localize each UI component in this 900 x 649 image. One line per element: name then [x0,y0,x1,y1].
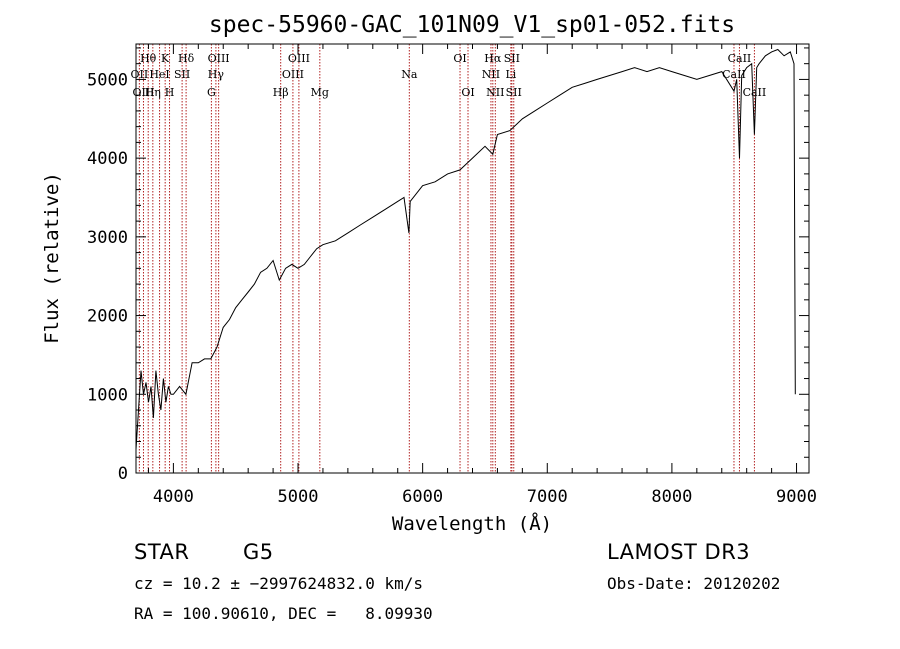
object-type: STAR [134,540,190,564]
y-tick-label: 1000 [87,385,128,405]
spectral-subclass: G5 [243,540,274,564]
line-label-2: OIII [132,86,154,99]
spectrum-chart: spec-55960-GAC_101N09_V1_sp01-052.fits H… [41,12,817,535]
spectrum-line [135,48,796,450]
line-label-14: Hβ [273,86,289,99]
line-label-0: Hθ [140,52,157,65]
obs-date: Obs-Date: 20120202 [607,574,781,593]
y-tick-label: 3000 [87,228,128,248]
line-label-13: OIII [282,68,304,81]
y-tick-label: 5000 [87,70,128,90]
line-label-8: Hδ [178,52,195,65]
line-label-15: Mg [311,86,329,99]
line-label-1: OII [131,68,149,81]
line-label-25: CaII [728,52,752,65]
line-label-12: OIII [288,52,310,65]
survey-name: LAMOST DR3 [607,540,751,564]
line-label-21: NII [482,68,500,81]
chart-title: spec-55960-GAC_101N09_V1_sp01-052.fits [209,12,735,38]
x-tick-label: 5000 [278,487,319,507]
line-label-9: OIII [208,52,230,65]
line-label-24: SII [506,86,522,99]
line-label-20: SII [504,52,520,65]
line-label-11: G [207,86,216,99]
line-label-3: K [161,52,170,65]
x-tick-label: 6000 [402,487,443,507]
line-label-10: Hγ [208,68,225,81]
line-label-4: HeI [149,68,169,81]
line-label-18: OI [461,86,474,99]
y-axis: 0 1000 2000 3000 4000 5000 [87,47,809,484]
line-label-23: NII [486,86,504,99]
velocity-text: cz = 10.2 ± −2997624832.0 km/s [134,574,423,593]
x-tick-label: 9000 [776,487,817,507]
line-label-16: Na [401,68,418,81]
line-label-7: H [165,86,175,99]
x-tick-label: 4000 [153,487,194,507]
line-label-17: OI [453,52,466,65]
y-axis-label: Flux (relative) [41,172,63,344]
coordinates: RA = 100.90610, DEC = 8.09930 [134,604,433,623]
plot-frame [135,43,810,474]
line-label-19: Hα [484,52,502,65]
line-label-27: CaII [743,86,767,99]
line-labels: Hθ OII OIII K HeI Hη SII H Hδ OIII Hγ G OIII OIII Hβ Mg… [131,52,767,99]
line-label-6: SII [174,68,190,81]
x-tick-label: 7000 [527,487,568,507]
y-tick-label: 4000 [87,149,128,169]
x-axis: 4000 5000 6000 7000 8000 9000 [147,44,817,507]
x-axis-label: Wavelength (Å) [392,512,552,535]
line-markers [138,44,755,473]
x-tick-label: 8000 [651,487,692,507]
line-label-22: Li [505,68,516,81]
y-tick-label: 0 [118,464,128,484]
line-label-5: Hη [145,86,161,99]
y-tick-label: 2000 [87,307,128,327]
line-label-26: CaII [722,68,746,81]
